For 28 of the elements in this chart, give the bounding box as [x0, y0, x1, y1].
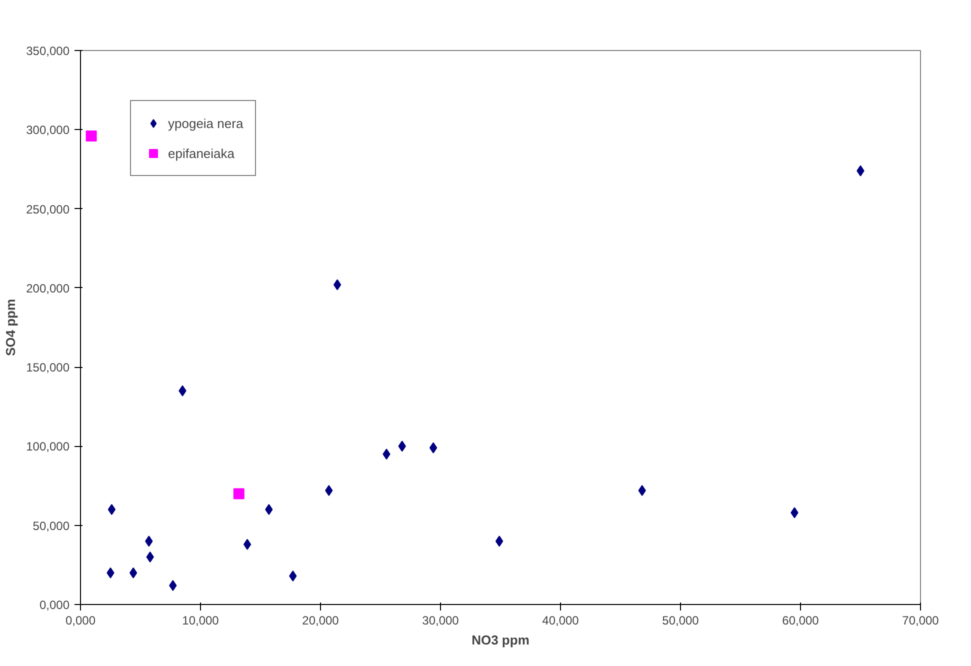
y-axis-title: SO4 ppm: [3, 298, 18, 356]
y-tick-label: 350,000: [26, 44, 70, 58]
y-tick-label: 50,000: [32, 518, 70, 533]
legend-label: epifaneiaka: [168, 146, 234, 160]
x-tick-label: 40,000: [542, 614, 580, 628]
point: [333, 279, 342, 290]
point: [129, 567, 138, 578]
x-tick-label: 30,000: [422, 614, 460, 628]
x-tick-label: 10,000: [182, 614, 220, 628]
legend-label: ypogeia nera: [168, 116, 244, 130]
y-tick-label: 150,000: [26, 360, 70, 375]
x-tick-label: 20,000: [302, 614, 340, 628]
x-tick-label: 50,000: [662, 614, 700, 628]
y-tick-label: 200,000: [26, 281, 70, 296]
x-tick-label: 70,000: [902, 614, 940, 628]
x-tick-label: 0,000: [65, 614, 96, 628]
y-tick-label: 250,000: [26, 202, 70, 216]
point: [108, 504, 116, 516]
point: [495, 536, 504, 547]
y-tick-label: 300,000: [26, 123, 70, 138]
y-tick-label: 100,000: [26, 440, 70, 454]
y-tick-label: 0,000: [39, 598, 70, 612]
point: [243, 538, 252, 550]
point: [86, 130, 97, 142]
point: [429, 442, 438, 454]
x-tick-label: 60,000: [782, 614, 820, 628]
point: [233, 488, 244, 500]
x-axis-title: NO3 ppm: [472, 632, 530, 648]
